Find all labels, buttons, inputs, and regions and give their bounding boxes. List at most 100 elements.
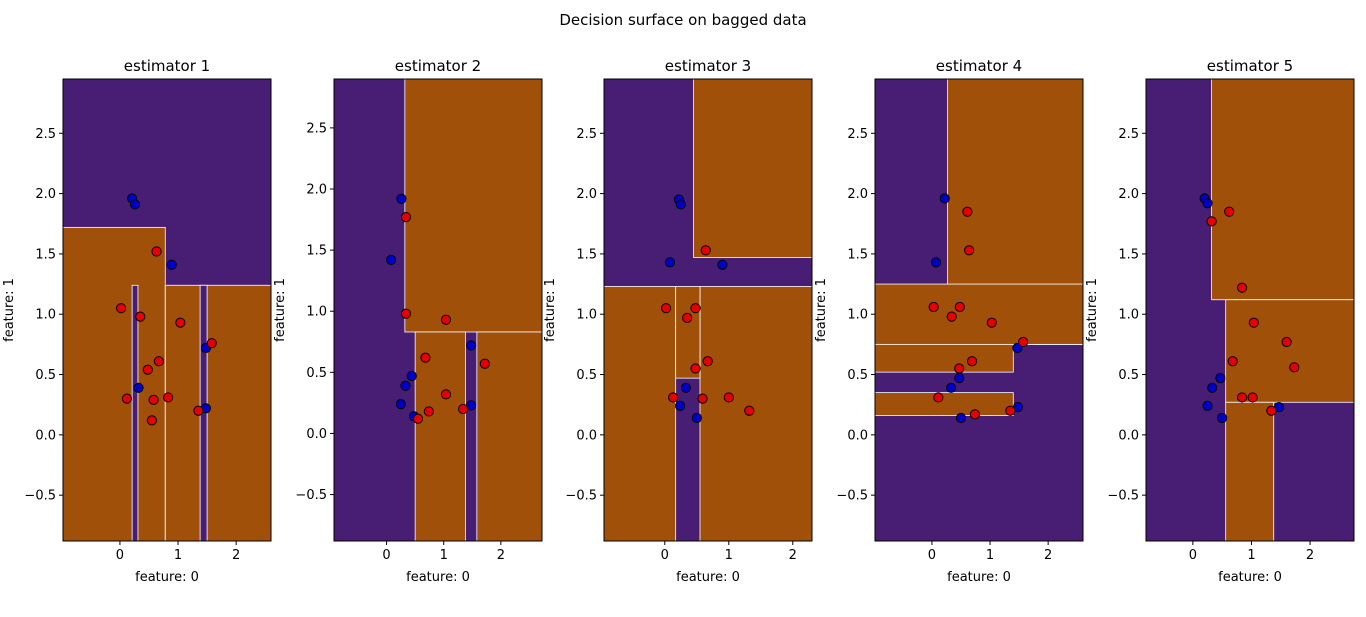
point-class-1 (153, 356, 164, 367)
point-class-1 (702, 356, 713, 367)
point-class-1 (1266, 405, 1277, 416)
x-tick-label: 0 (1189, 548, 1197, 563)
x-axis-label: feature: 0 (947, 570, 1011, 585)
point-class-1 (1289, 362, 1300, 373)
point-class-1 (682, 312, 693, 323)
point-class-1 (423, 406, 434, 417)
y-tick-label: 2.5 (306, 121, 327, 136)
point-class-0 (955, 412, 967, 424)
y-axis-label: feature: 1 (273, 278, 288, 342)
subplot-2: 0 1 2 −0.5 0.0 0.5 1.0 1.5 2.0 2.5 estimator 2 feat… (273, 57, 543, 585)
subplot-4: 0 1 2 −0.5 0.0 0.5 1.0 1.5 2.0 2.5 estimator 4 feat… (814, 57, 1084, 585)
y-tick-label: 1.0 (35, 308, 56, 323)
subplot-title: estimator 2 (395, 57, 481, 75)
decision-region (675, 286, 701, 379)
y-tick-label: −0.5 (1107, 489, 1139, 504)
subplot-5: 0 1 2 −0.5 0.0 0.5 1.0 1.5 2.0 2.5 estimator 5 feat… (1085, 57, 1355, 585)
point-class-0 (691, 412, 702, 424)
y-axis-label: feature: 1 (543, 278, 558, 342)
point-class-1 (660, 303, 672, 314)
decision-region (164, 284, 271, 541)
point-class-0 (396, 193, 407, 204)
point-class-0 (675, 199, 686, 210)
x-tick-label: 0 (382, 548, 390, 563)
y-tick-label: 2.5 (35, 127, 56, 142)
point-class-1 (175, 317, 186, 328)
y-tick-label: 0.5 (847, 368, 868, 383)
x-tick-label: 1 (1247, 548, 1255, 563)
y-tick-label: 0.5 (306, 366, 327, 381)
point-class-1 (440, 314, 452, 325)
decision-region (699, 286, 812, 541)
point-class-1 (690, 303, 701, 314)
x-tick-label: 1 (440, 548, 448, 563)
x-axis-label: feature: 0 (676, 570, 740, 585)
y-axis-label: feature: 1 (2, 278, 17, 342)
point-class-1 (440, 389, 452, 400)
point-class-1 (116, 303, 127, 314)
y-axis-label: feature: 1 (1085, 278, 1100, 342)
y-tick-label: 2.0 (306, 183, 327, 198)
y-tick-label: 0.0 (306, 427, 327, 442)
point-class-0 (954, 373, 965, 384)
point-class-1 (1247, 392, 1258, 403)
y-axis-label: feature: 1 (814, 278, 829, 342)
point-class-1 (928, 301, 939, 313)
point-class-0 (1217, 412, 1228, 424)
y-tick-label: 1.5 (1118, 247, 1139, 262)
axes-frame (603, 78, 813, 542)
y-tick-label: −0.5 (295, 488, 327, 503)
plot-area (875, 79, 1083, 541)
x-tick-label: 1 (174, 548, 182, 563)
y-tick-label: 0.0 (35, 428, 56, 443)
point-class-1 (400, 308, 412, 319)
x-tick-label: 2 (1306, 548, 1314, 563)
decision-region (414, 331, 466, 541)
subplot-title: estimator 1 (124, 57, 210, 75)
plot-area (334, 79, 542, 541)
point-class-1 (142, 364, 153, 375)
plot-area (63, 79, 271, 541)
point-class-0 (717, 259, 728, 270)
point-class-0 (946, 382, 957, 393)
x-tick-label: 0 (928, 548, 936, 563)
subplot-title: estimator 5 (1207, 57, 1293, 75)
point-class-1 (723, 392, 734, 403)
point-class-1 (206, 338, 217, 349)
point-class-0 (930, 257, 942, 268)
point-class-1 (700, 245, 711, 256)
point-class-0 (133, 382, 144, 393)
point-class-1 (1206, 216, 1217, 227)
decision-region (1225, 299, 1354, 403)
x-tick-label: 2 (497, 548, 505, 563)
y-tick-label: 2.0 (35, 187, 56, 202)
point-class-0 (395, 399, 406, 410)
axes-frame (62, 78, 272, 542)
y-tick-label: 1.5 (576, 247, 597, 262)
point-class-0 (675, 400, 686, 411)
y-tick-label: 2.0 (847, 187, 868, 202)
point-class-0 (680, 382, 692, 393)
point-class-1 (151, 246, 162, 257)
decision-region (875, 283, 1083, 345)
y-tick-label: 1.0 (306, 305, 327, 320)
point-class-1 (969, 409, 981, 420)
y-tick-label: 0.5 (1118, 368, 1139, 383)
decision-region (63, 226, 166, 541)
point-class-1 (933, 392, 944, 403)
point-class-1 (1227, 356, 1238, 367)
subplot-3: 0 1 2 −0.5 0.0 0.5 1.0 1.5 2.0 2.5 estimator 3 feat… (543, 57, 813, 585)
x-axis-label: feature: 0 (406, 570, 470, 585)
y-tick-label: 0.5 (35, 368, 56, 383)
plot-area (604, 79, 812, 541)
point-class-1 (1224, 206, 1235, 217)
point-class-1 (946, 311, 957, 322)
point-class-1 (964, 245, 975, 256)
point-class-1 (1236, 282, 1248, 293)
decision-region (875, 392, 1014, 416)
x-tick-label: 2 (1044, 548, 1052, 563)
x-tick-label: 0 (116, 548, 124, 563)
point-class-0 (166, 259, 177, 270)
